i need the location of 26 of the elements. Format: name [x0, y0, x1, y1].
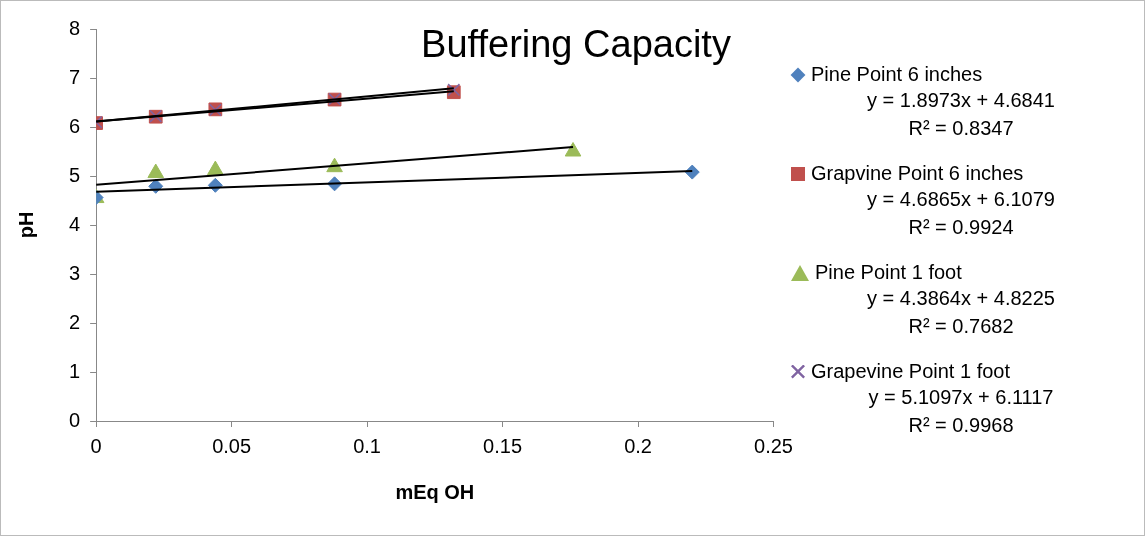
y-tick-label: 6 — [69, 114, 81, 137]
y-tick-label: 3 — [69, 261, 81, 284]
x-tick-label: 0.1 — [353, 434, 381, 457]
y-tick-label: 8 — [69, 16, 81, 39]
y-tick-label: 4 — [69, 212, 81, 235]
text: y = 4.6865x + 6.1079 R² = 0.9924 — [866, 187, 1056, 240]
x-tick-label: 0.15 — [483, 434, 523, 457]
y-tick-label: 2 — [69, 310, 81, 333]
chart-title: Buffering Capacity — [421, 23, 731, 65]
legend-label: Grapvine Point 6 inches — [811, 162, 1024, 185]
y-tick-label: 5 — [69, 163, 81, 186]
x-tick-label: 0.2 — [624, 434, 652, 457]
text: y = 1.8973x + 4.6841 R² = 0.8347 — [866, 88, 1056, 141]
legend-label: Grapevine Point 1 foot — [811, 360, 1011, 383]
x-tick-label: 0.05 — [212, 434, 252, 457]
text: y = 5.1097x + 6.1117 R² = 0.9968 — [868, 386, 1054, 436]
text: y = 4.3864x + 4.8225 R² = 0.7682 — [866, 286, 1056, 339]
x-tick-label: 0.25 — [754, 434, 794, 457]
legend-label: Pine Point 1 foot — [815, 261, 962, 284]
y-tick-label: 0 — [69, 408, 81, 431]
y-tick-label: 7 — [69, 65, 81, 88]
x-axis-title: mEq OH — [395, 480, 475, 503]
x-tick-label: 0 — [90, 434, 102, 457]
legend-label: Pine Point 6 inches — [811, 63, 983, 86]
y-axis-title: pH — [14, 211, 37, 239]
y-tick-label: 1 — [69, 359, 81, 382]
